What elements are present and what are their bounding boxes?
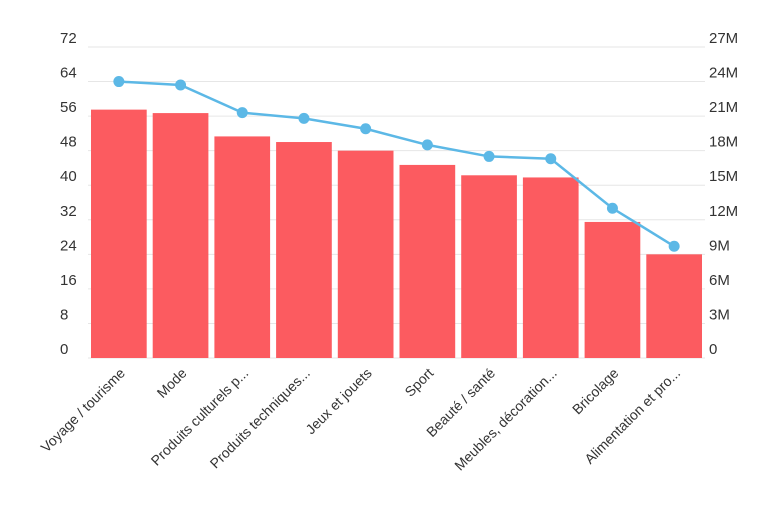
line-point xyxy=(360,123,372,135)
right-tick-label: 24M xyxy=(709,65,738,82)
right-tick-label: 0 xyxy=(709,341,717,358)
x-tick-label: Sport xyxy=(401,365,436,400)
left-tick-label: 0 xyxy=(60,341,68,358)
left-tick-label: 8 xyxy=(60,306,68,323)
x-tick-label: Voyage / tourisme xyxy=(37,365,128,456)
line-point xyxy=(236,107,248,119)
left-tick-label: 16 xyxy=(60,272,77,289)
right-tick-label: 21M xyxy=(709,99,738,116)
left-tick-label: 40 xyxy=(60,168,77,185)
x-tick-label: Bricolage xyxy=(569,365,622,418)
right-tick-label: 12M xyxy=(709,203,738,220)
bar xyxy=(152,113,209,359)
left-tick-label: 24 xyxy=(60,237,77,254)
line-point xyxy=(606,202,618,214)
right-tick-label: 15M xyxy=(709,168,738,185)
series-line xyxy=(118,80,675,248)
right-tick-label: 6M xyxy=(709,272,730,289)
bar xyxy=(461,175,517,358)
left-tick-label: 32 xyxy=(60,203,77,220)
x-tick-label: Meubles, décoration... xyxy=(451,365,560,474)
bar xyxy=(337,150,394,358)
line-point xyxy=(668,240,680,252)
x-tick-label: Produits techniques... xyxy=(207,365,314,472)
bar xyxy=(399,164,456,358)
left-tick-label: 48 xyxy=(60,134,77,151)
bar xyxy=(522,177,579,358)
right-y-axis: 27M 24M 21M 18M 15M 12M 9M 6M 3M 0 xyxy=(709,30,738,358)
right-tick-label: 27M xyxy=(709,30,738,47)
line-point xyxy=(421,139,433,151)
line-point xyxy=(298,112,310,124)
line-point xyxy=(483,150,495,162)
x-tick-label: Mode xyxy=(154,365,190,401)
left-tick-label: 72 xyxy=(60,30,77,47)
line-point xyxy=(113,76,125,88)
line-series xyxy=(113,76,680,252)
bar xyxy=(584,221,641,358)
right-tick-label: 9M xyxy=(709,237,730,254)
bar xyxy=(91,109,147,358)
x-tick-label: Jeux et jouets xyxy=(302,365,374,437)
left-y-axis: 72 64 56 48 40 32 24 16 8 0 xyxy=(60,30,77,358)
line-point xyxy=(175,79,187,91)
bar-series xyxy=(91,109,702,359)
bar xyxy=(276,142,332,358)
left-tick-label: 64 xyxy=(60,65,77,82)
right-tick-label: 18M xyxy=(709,134,738,151)
bar xyxy=(214,136,271,358)
left-tick-label: 56 xyxy=(60,99,77,116)
right-tick-label: 3M xyxy=(709,306,730,323)
bar xyxy=(646,254,702,358)
line-point xyxy=(545,153,557,165)
